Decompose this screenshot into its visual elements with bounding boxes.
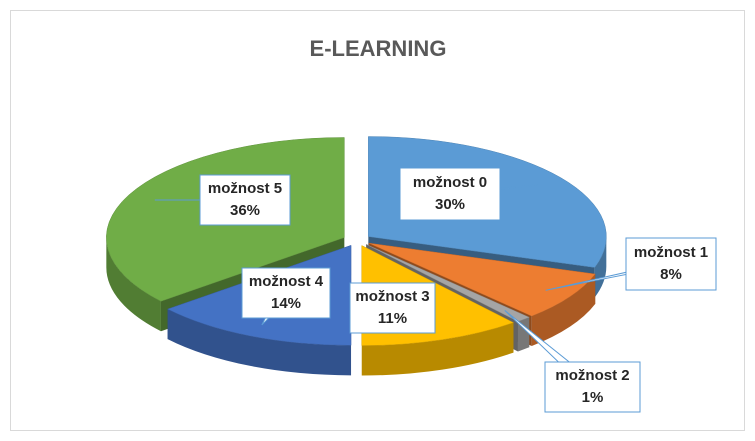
callout-box [241, 267, 331, 319]
callout-box [349, 282, 436, 334]
slice-side [531, 274, 596, 347]
callout-box [625, 237, 717, 291]
chart-title: E-LEARNING [310, 36, 447, 61]
data-label-value: 14% [271, 295, 301, 312]
data-label-value: 11% [378, 310, 407, 327]
data-label-category: možnost 2 [555, 367, 629, 384]
data-label-category: možnost 0 [413, 174, 487, 191]
callout-box [199, 174, 291, 226]
data-label-category: možnost 3 [355, 288, 429, 305]
data-label-value: 30% [435, 196, 465, 213]
slice-side [167, 309, 352, 376]
slice [368, 242, 596, 317]
data-label-category: možnost 5 [208, 180, 282, 197]
data-label-value: 36% [230, 202, 260, 219]
data-label-value: 8% [660, 266, 682, 283]
data-label-category: možnost 4 [249, 273, 324, 290]
slice-side [361, 322, 514, 376]
data-label-value: 1% [582, 389, 604, 406]
slice-side [594, 236, 607, 298]
callout-box [399, 167, 501, 221]
callout-box [544, 361, 641, 413]
data-label-category: možnost 1 [634, 244, 708, 261]
